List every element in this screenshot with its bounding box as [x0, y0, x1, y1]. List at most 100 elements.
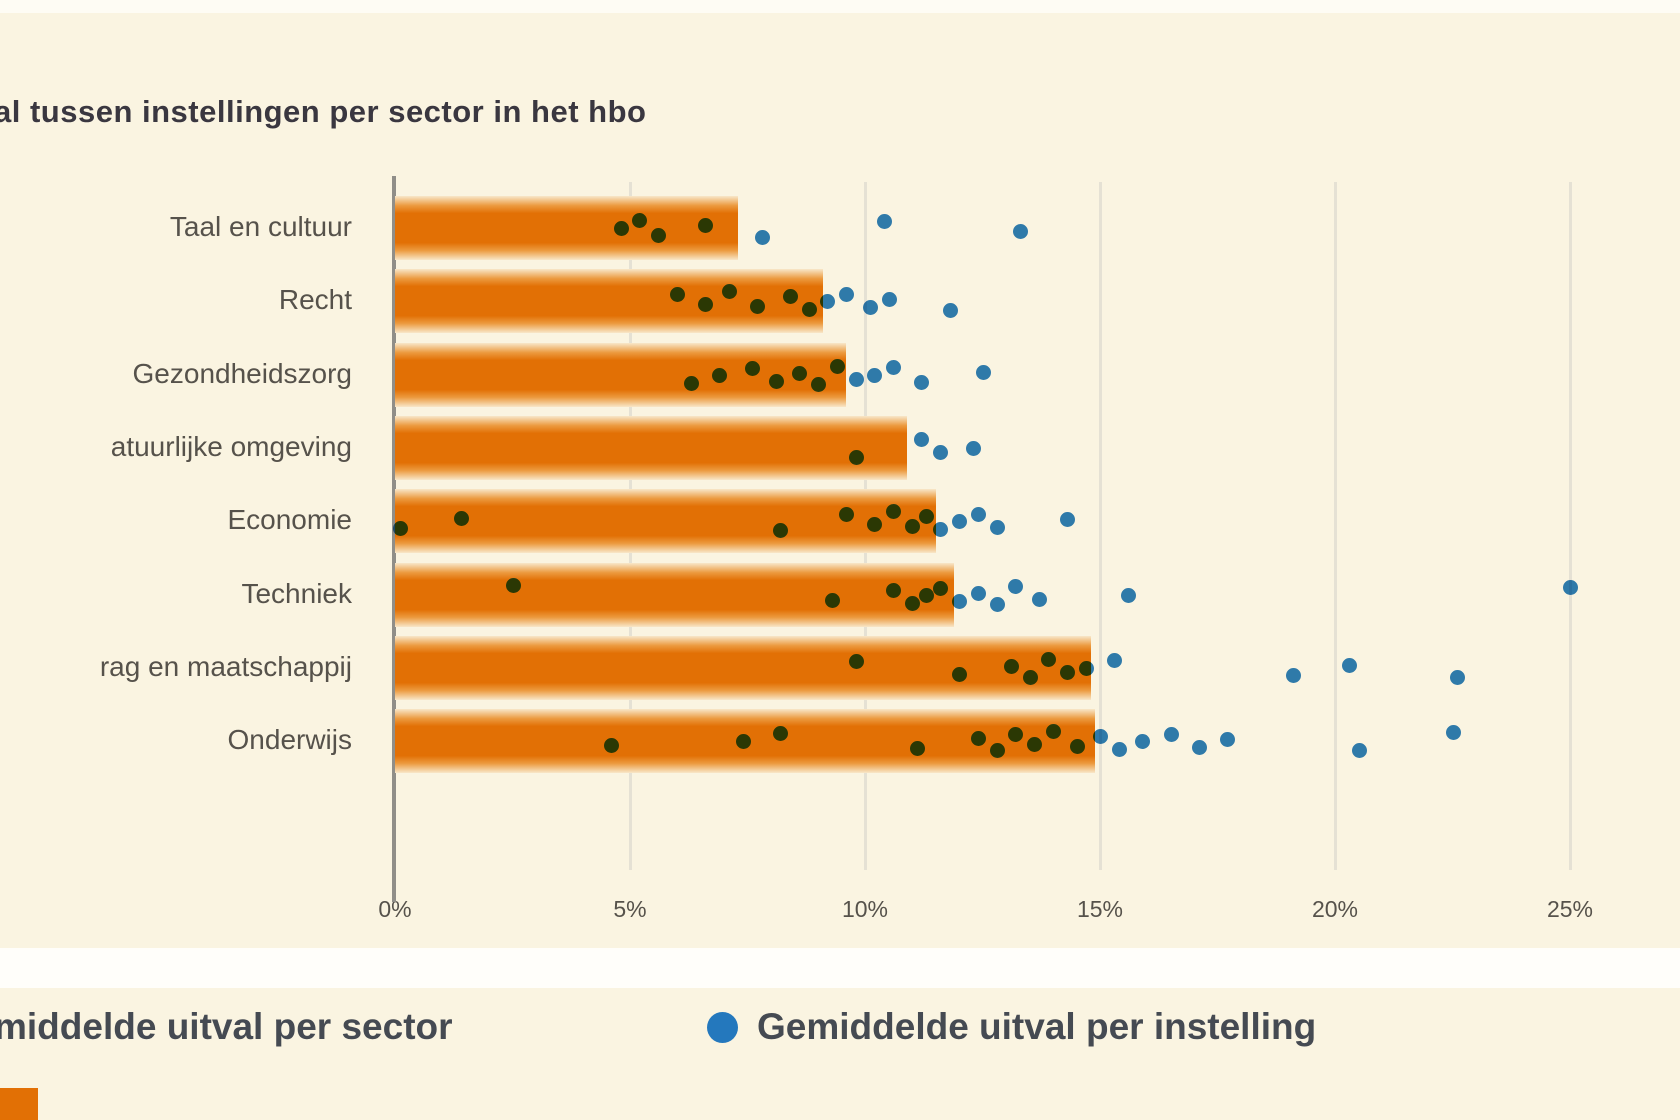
instelling-dot [909, 741, 925, 757]
instelling-dot [886, 504, 902, 520]
category-label: Taal en cultuur [169, 211, 352, 242]
plot-area: 0% 5% 10% 15% 20% 25% Taal en cultuur Recht Gezo… [99, 176, 1594, 922]
instelling-dot [801, 302, 817, 318]
instelling-dot [989, 596, 1005, 612]
sector-bar [395, 196, 739, 260]
instelling-dot [876, 214, 892, 229]
instelling-dot [1191, 740, 1207, 756]
instelling-dot [651, 228, 667, 243]
x-tick-label: 5% [613, 896, 647, 922]
gridline [1334, 182, 1337, 870]
instelling-dot [975, 364, 991, 380]
instelling-dot [392, 521, 408, 537]
instelling-dot [1027, 737, 1043, 753]
instelling-dot [632, 213, 648, 228]
legend-label-sector: middelde uitval per sector [0, 1006, 453, 1047]
instelling-dot [1450, 669, 1466, 685]
sector-bar [395, 415, 908, 480]
instelling-dot [970, 731, 986, 747]
instelling-dot [1351, 743, 1367, 759]
x-axis-zero-line [392, 176, 396, 902]
instelling-dot [825, 592, 841, 608]
instelling-dot [942, 303, 958, 319]
instelling-dot [782, 289, 798, 305]
instelling-dot [811, 376, 826, 392]
chart-title: al tussen instellingen per sector in het… [0, 94, 647, 129]
instelling-dot [1285, 667, 1301, 683]
instelling-dot [1078, 660, 1094, 676]
instelling-dot [933, 580, 949, 596]
instelling-dot [1013, 224, 1029, 239]
x-tick-label: 10% [841, 896, 889, 922]
instelling-dot [712, 367, 728, 383]
instelling-dot [933, 444, 949, 460]
instelling-dot [839, 287, 855, 303]
instelling-dot [604, 738, 620, 754]
instelling-dot [1022, 669, 1038, 685]
instelling-dot [754, 230, 770, 245]
instelling-dot [839, 507, 855, 523]
instelling-dot [1445, 725, 1461, 741]
legend: middelde uitval per sector Gemiddelde ui… [0, 988, 1680, 1120]
instelling-dot [749, 299, 765, 315]
instelling-dot [952, 514, 967, 530]
instelling-dot [684, 375, 700, 391]
gridline [1099, 182, 1102, 870]
instelling-dot [919, 587, 935, 603]
legend-separator [0, 948, 1680, 988]
instelling-dot [1107, 652, 1123, 668]
sector-bar [395, 489, 936, 554]
sector-bar [395, 635, 1091, 700]
instelling-dot [1342, 657, 1358, 673]
instelling-dot [952, 593, 967, 609]
orange-swatch-fragment [0, 1088, 38, 1120]
instelling-dot [698, 297, 714, 313]
instelling-dot [1093, 729, 1108, 745]
instelling-dot [933, 522, 949, 538]
instelling-dot [867, 517, 883, 533]
instelling-dot [670, 287, 685, 303]
instelling-dot [768, 373, 784, 389]
instelling-dot [1060, 512, 1076, 528]
instelling-dot [905, 519, 920, 535]
instelling-dot [1008, 727, 1024, 743]
instelling-dot [886, 359, 902, 375]
legend-dot-icon [707, 1012, 738, 1043]
instelling-dot [848, 449, 864, 465]
instelling-dot [1219, 732, 1235, 748]
instelling-dot [735, 734, 751, 750]
instelling-dot [989, 520, 1005, 536]
instelling-dot [773, 726, 789, 742]
category-label: Gezondheidszorg [132, 357, 352, 389]
instelling-dot [613, 221, 629, 236]
category-label: Economie [227, 504, 352, 536]
instelling-dot [1069, 739, 1085, 755]
x-tick-label: 25% [1546, 896, 1594, 922]
instelling-dot [919, 509, 935, 525]
instelling-dot [1563, 579, 1578, 595]
category-label: rag en maatschappij [99, 650, 352, 682]
instelling-dot [867, 367, 883, 383]
category-label: atuurlijke omgeving [110, 430, 352, 462]
instelling-dot [1031, 591, 1047, 607]
instelling-dot [1135, 734, 1151, 750]
instelling-dot [1008, 578, 1024, 594]
instelling-dot [453, 511, 469, 527]
instelling-dot [773, 523, 789, 539]
x-tick-label: 20% [1311, 896, 1359, 922]
instelling-dot [966, 440, 982, 456]
gridline [1569, 182, 1572, 870]
instelling-dot [905, 595, 920, 611]
instelling-dot [792, 365, 808, 381]
instelling-dot [505, 577, 521, 593]
instelling-dot [970, 585, 986, 601]
instelling-dot [952, 666, 967, 682]
instelling-dot [721, 284, 737, 300]
category-label: Recht [278, 284, 352, 316]
instelling-dot [1163, 727, 1179, 743]
category-label: Onderwijs [227, 724, 352, 756]
instelling-dot [989, 743, 1005, 759]
instelling-dot [829, 358, 845, 374]
sector-bar [395, 562, 955, 627]
